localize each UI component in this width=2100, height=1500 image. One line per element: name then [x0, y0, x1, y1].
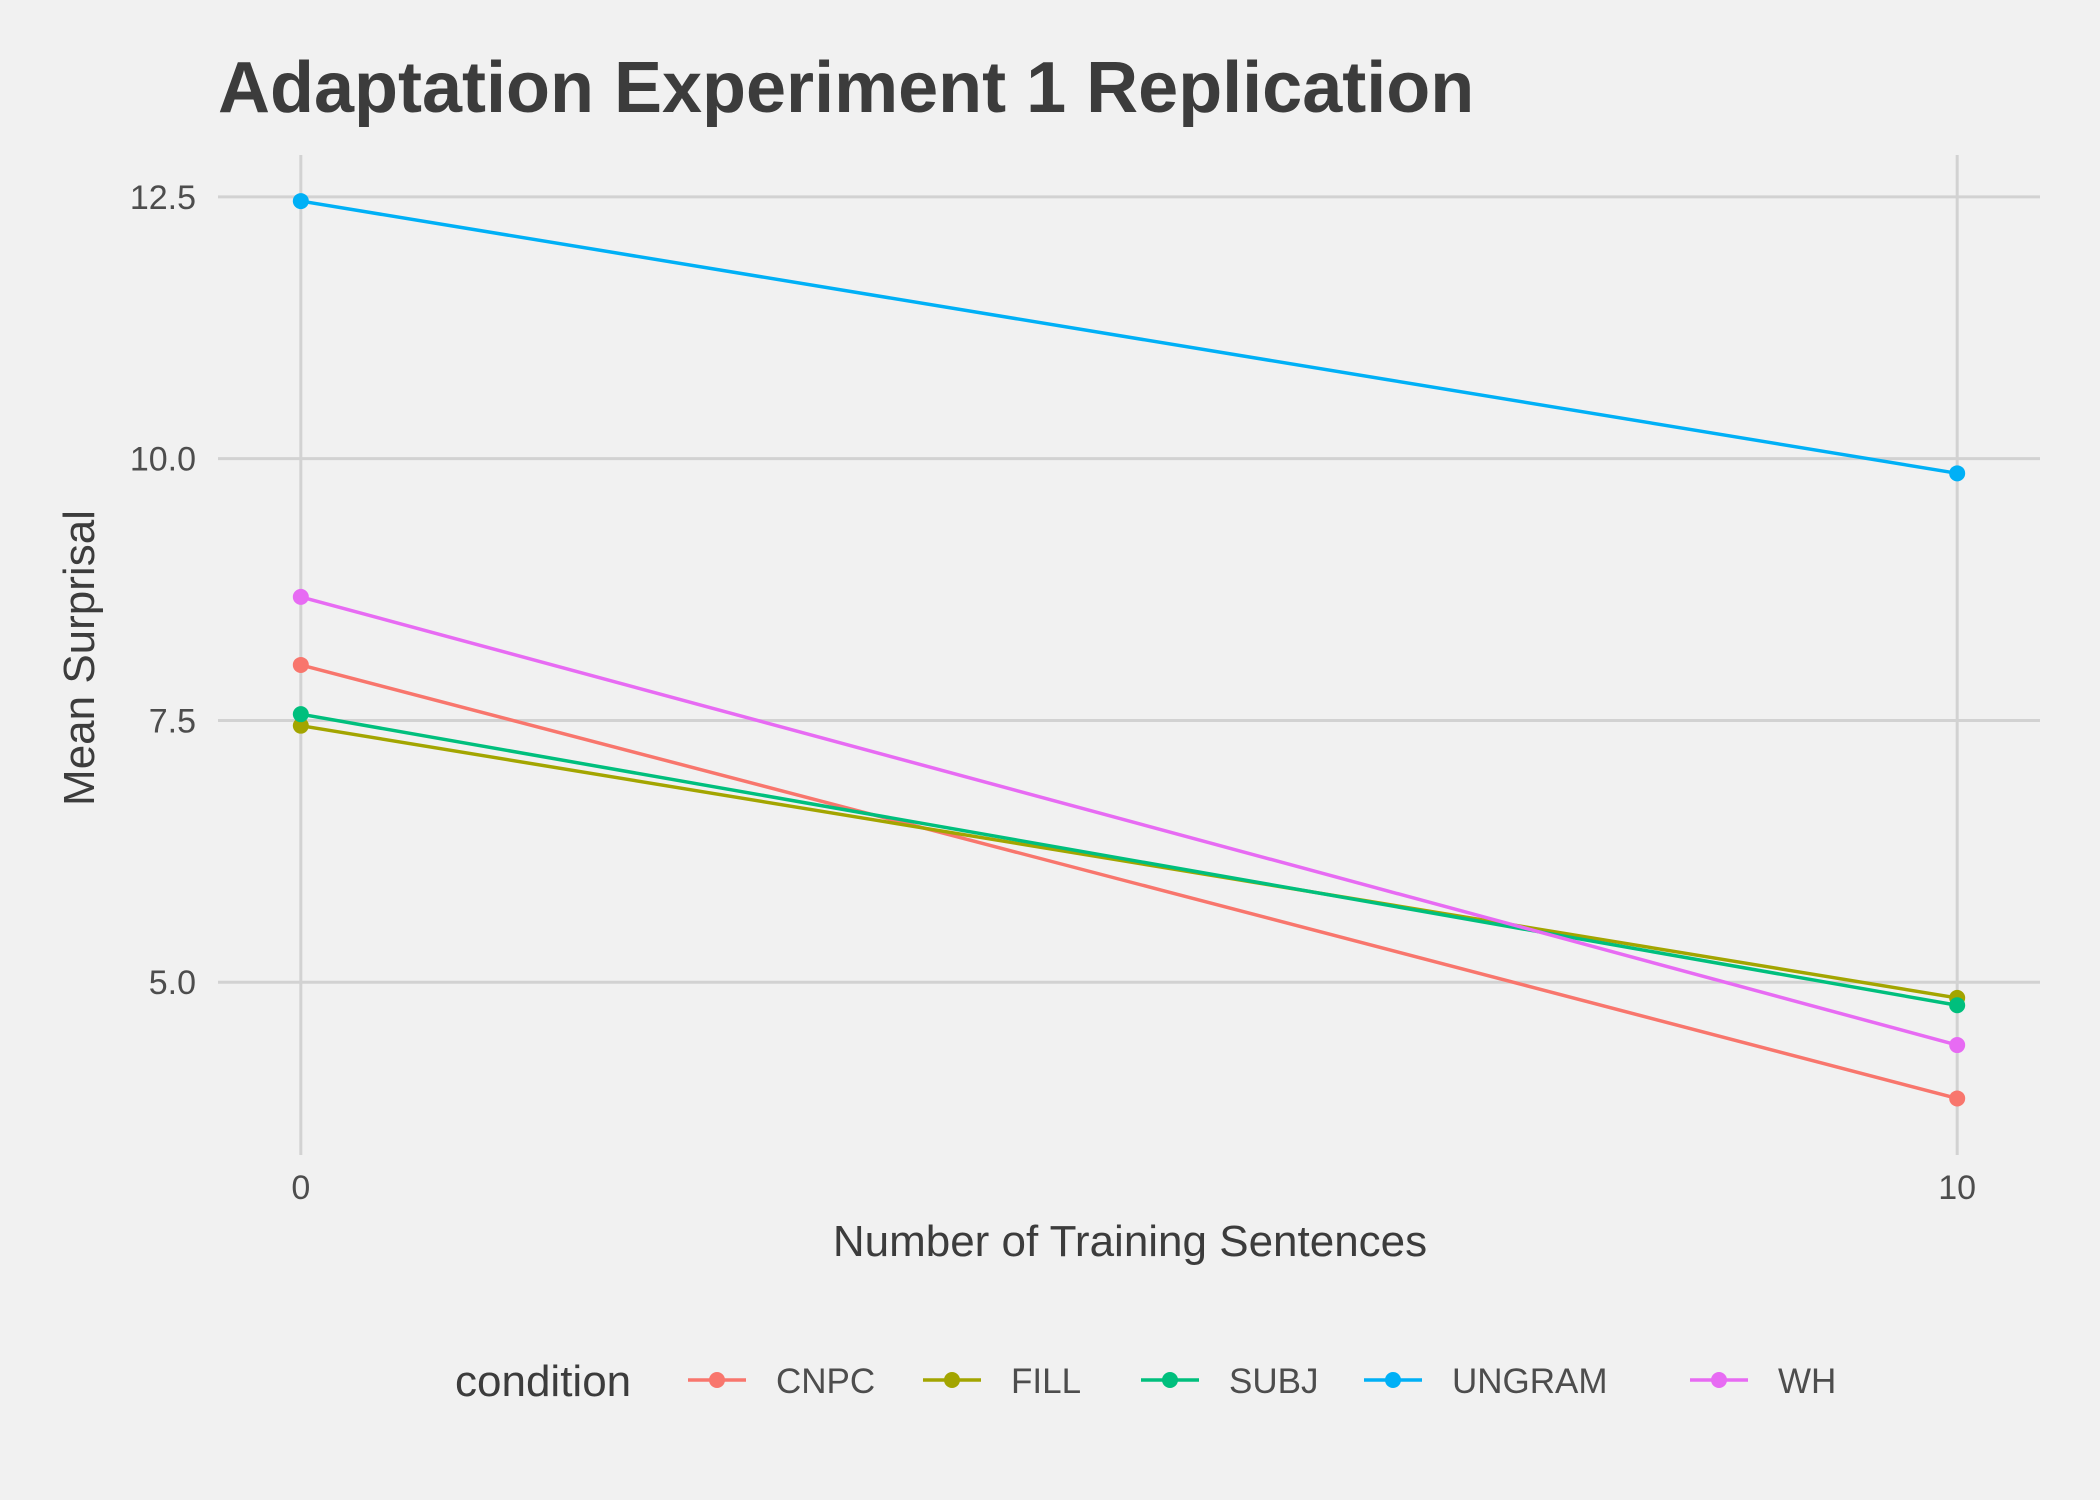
data-point: [1949, 465, 1966, 482]
legend-key-point: [944, 1372, 960, 1388]
legend-key-point: [709, 1372, 725, 1388]
legend-label: WH: [1778, 1362, 1836, 1401]
legend-item-fill: FILL: [923, 1362, 1081, 1401]
legend-item-subj: SUBJ: [1141, 1362, 1318, 1401]
series-ungram: [292, 193, 1966, 482]
series-line: [300, 663, 1958, 1101]
legend-label: CNPC: [776, 1362, 875, 1401]
x-axis-title: Number of Training Sentences: [833, 1217, 1427, 1266]
legend-item-ungram: UNGRAM: [1364, 1362, 1608, 1401]
series-wh: [292, 588, 1966, 1054]
x-tick-label: 10: [1938, 1169, 1976, 1207]
series-cnpc: [292, 656, 1966, 1107]
data-point: [1949, 997, 1966, 1014]
legend-label: UNGRAM: [1452, 1362, 1608, 1401]
x-tick-label: 0: [291, 1169, 310, 1207]
series-line: [300, 199, 1958, 476]
data-point: [292, 706, 309, 723]
y-tick-label: 12.5: [130, 179, 196, 217]
legend-label: FILL: [1011, 1362, 1081, 1401]
y-axis-title: Mean Surprisal: [55, 510, 104, 806]
data-point: [1949, 1090, 1966, 1107]
y-axis-tick-labels: 5.0 7.5 10.0 12.5: [130, 179, 196, 1002]
data-point: [292, 588, 309, 605]
legend-key-point: [1385, 1372, 1401, 1388]
grid: [218, 155, 2040, 1155]
series-line: [300, 712, 1958, 1007]
y-tick-label: 7.5: [149, 702, 196, 740]
x-axis-tick-labels: 0 10: [291, 1169, 1976, 1207]
legend-key-point: [1162, 1372, 1178, 1388]
y-tick-label: 5.0: [149, 964, 196, 1002]
legend: condition CNPC FILL SUBJ UNGRAM WH: [455, 1357, 1836, 1406]
series-subj: [292, 706, 1966, 1014]
legend-title: condition: [455, 1357, 631, 1406]
series-line: [300, 723, 1958, 1000]
legend-item-cnpc: CNPC: [688, 1362, 875, 1401]
y-tick-label: 10.0: [130, 441, 196, 479]
data-point: [1949, 1037, 1966, 1054]
series-line: [300, 595, 1958, 1047]
series-lines: [292, 193, 1966, 1107]
chart-title: Adaptation Experiment 1 Replication: [218, 48, 1474, 128]
data-point: [292, 656, 309, 673]
legend-label: SUBJ: [1229, 1362, 1318, 1401]
data-point: [292, 193, 309, 210]
legend-key-point: [1711, 1372, 1727, 1388]
data-point: [292, 717, 309, 734]
legend-item-wh: WH: [1690, 1362, 1836, 1401]
